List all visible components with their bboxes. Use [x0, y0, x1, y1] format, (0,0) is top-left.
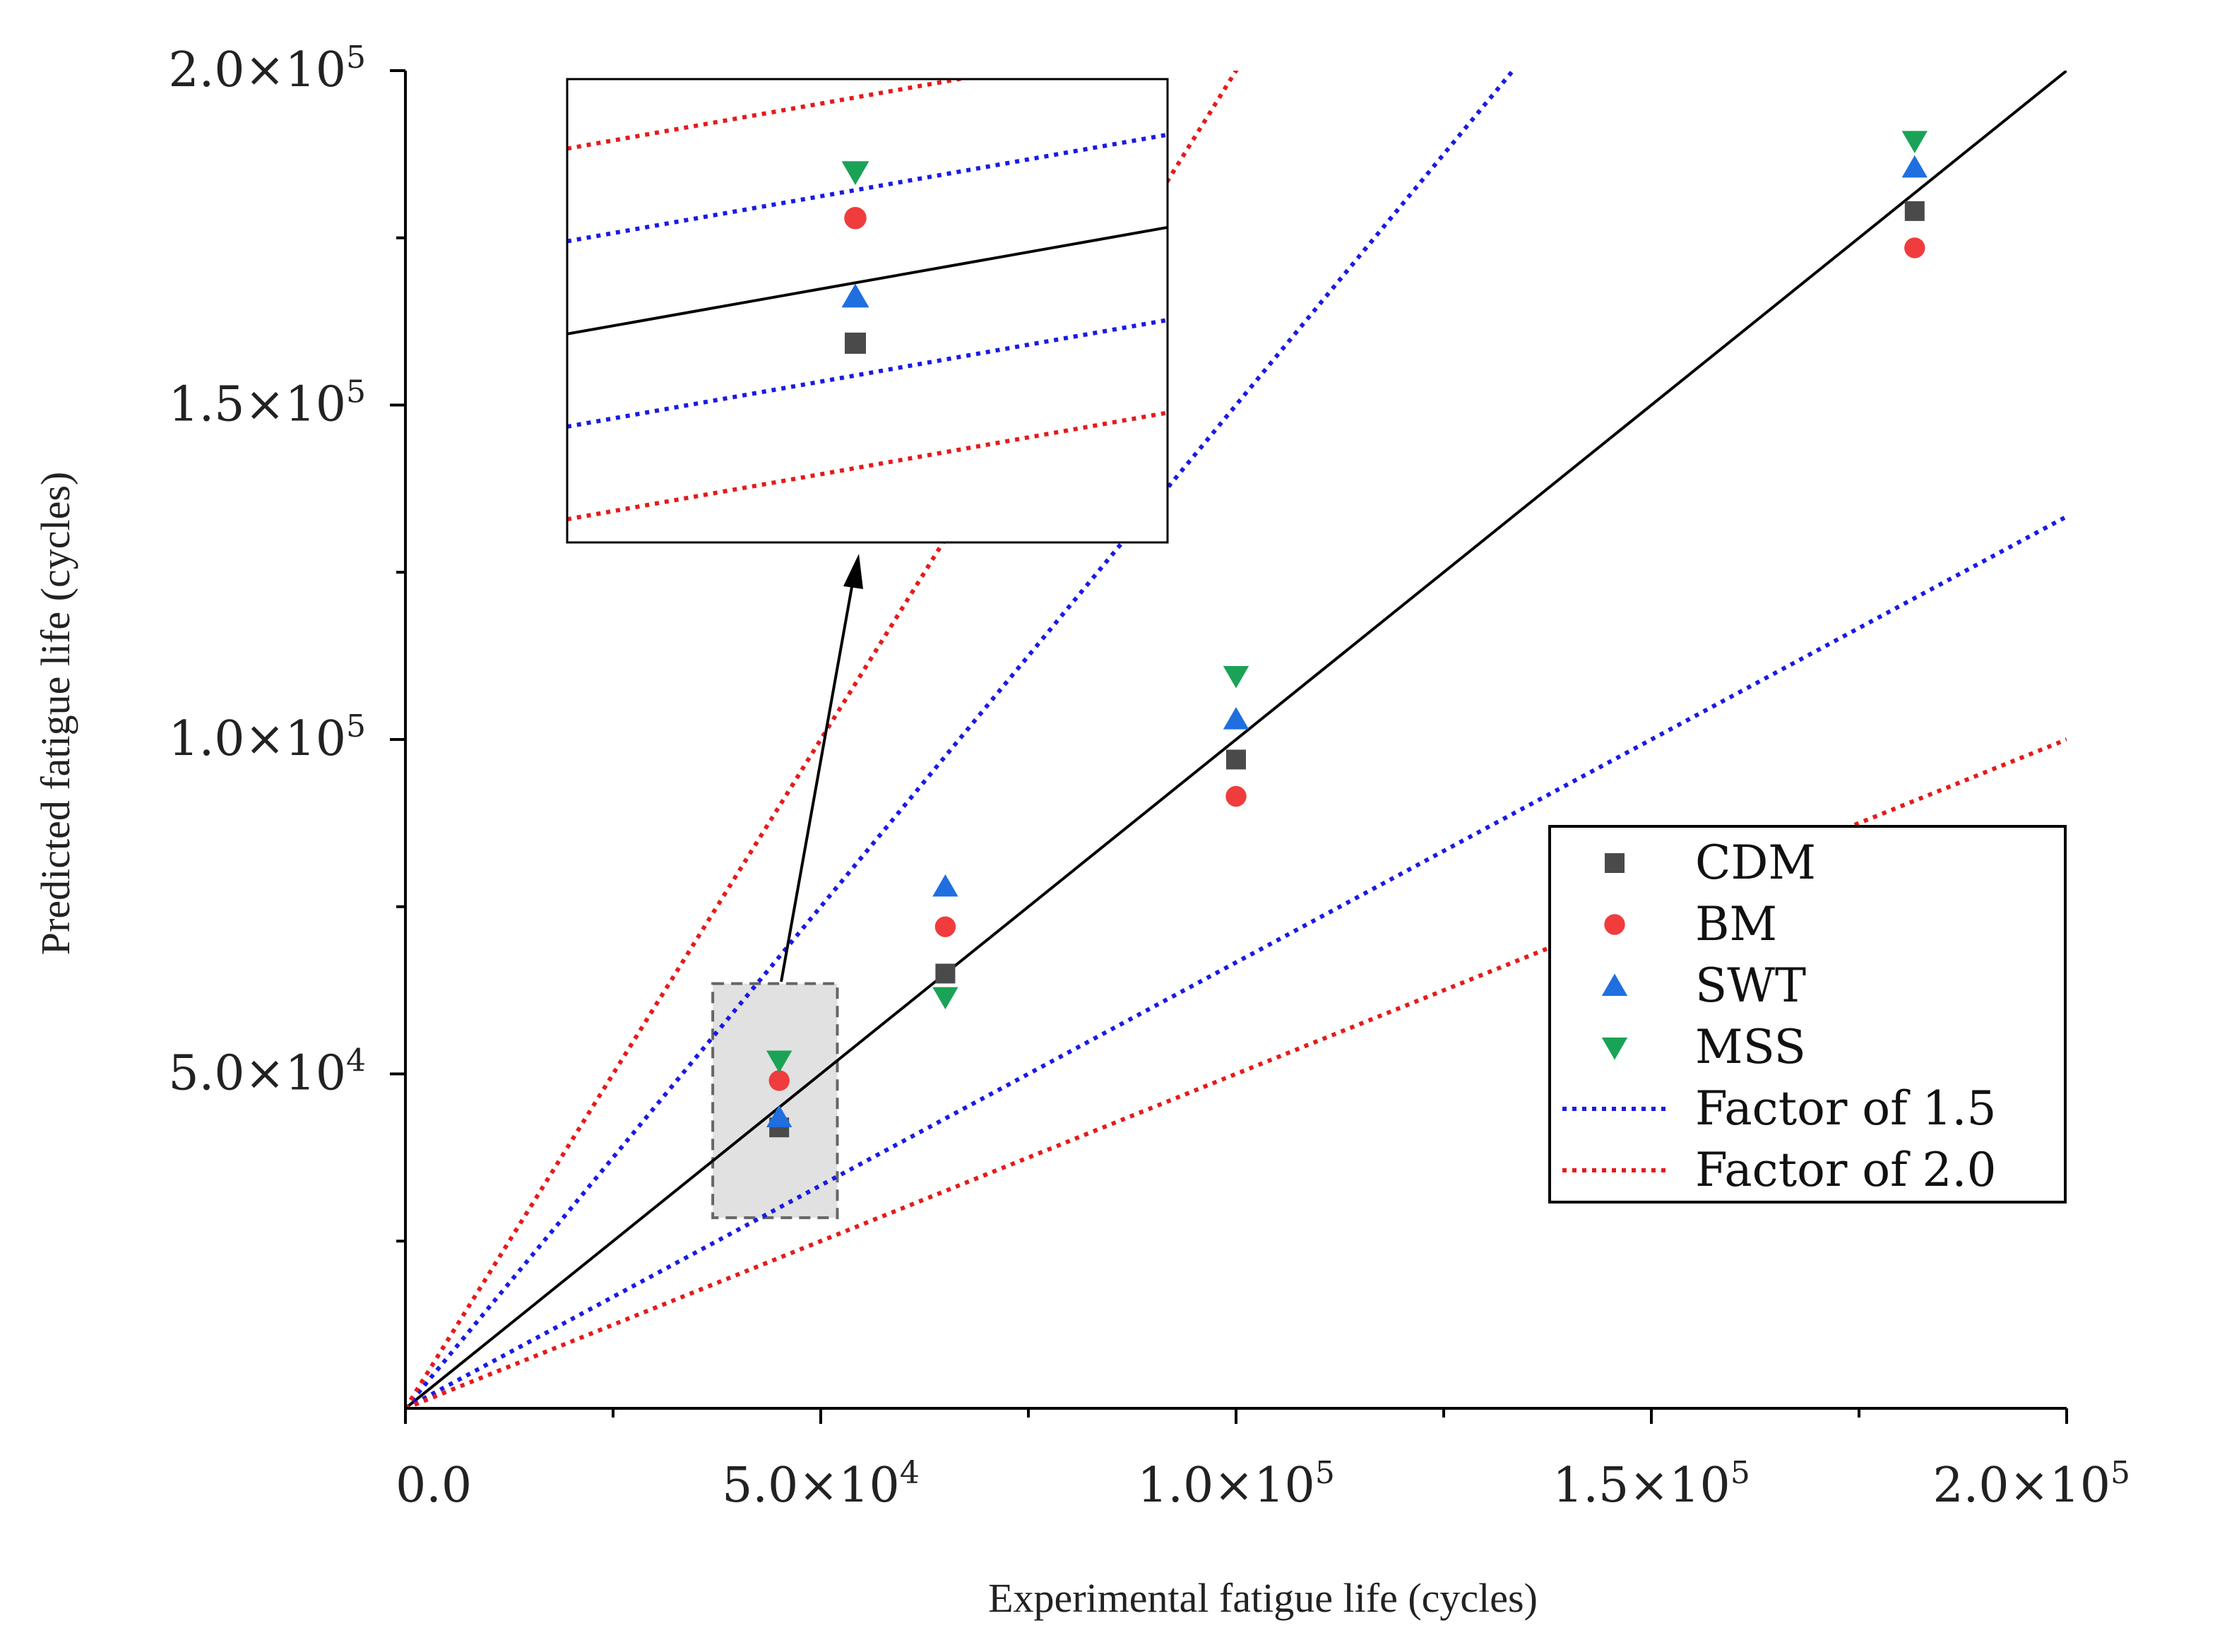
- inset-reference-line: [567, 318, 1168, 429]
- inset-reference-line: [567, 410, 1168, 522]
- data-point-mss: [766, 1050, 792, 1074]
- data-point-mss: [1901, 131, 1928, 153]
- y-tick-label: 1.0×105: [168, 708, 366, 767]
- legend-label: MSS: [1695, 1020, 1806, 1074]
- data-point-cdm: [1226, 749, 1246, 770]
- inset-reference-line: [567, 132, 1168, 244]
- inset-data-point: [845, 332, 866, 354]
- inset-data-point: [844, 207, 867, 230]
- inset-background: [567, 79, 1168, 542]
- legend-box: [1548, 825, 2067, 1204]
- legend-symbol-swt: [1601, 973, 1628, 996]
- data-point-cdm: [1904, 201, 1925, 221]
- legend-label: Factor of 2.0: [1695, 1143, 1997, 1197]
- x-tick-label: 2.0×105: [1932, 1455, 2130, 1514]
- reference-line-factor-of-1-5-lower: [405, 514, 2067, 1408]
- data-point-bm: [934, 916, 956, 937]
- data-point-bm: [1225, 785, 1247, 807]
- inset-data-point: [841, 283, 869, 308]
- zoom-arrow-head: [843, 554, 863, 589]
- reference-line-factor-of-2-0-lower: [405, 737, 2067, 1408]
- y-tick-label: 5.0×104: [168, 1043, 366, 1102]
- zoom-arrow-line: [780, 578, 855, 982]
- legend-label: CDM: [1695, 836, 1816, 890]
- legend-symbol-cdm: [1605, 853, 1625, 873]
- data-point-swt: [1223, 707, 1249, 730]
- zoom-region-box: [711, 982, 839, 1220]
- data-point-mss: [932, 987, 958, 1010]
- y-tick-label: 2.0×105: [168, 40, 366, 98]
- x-tick-label: 1.5×105: [1552, 1455, 1750, 1514]
- data-point-cdm: [935, 963, 956, 984]
- legend-label: Factor of 1.5: [1695, 1081, 1997, 1136]
- inset-reference-line: [567, 79, 971, 151]
- x-tick-label: 0.0: [396, 1458, 472, 1514]
- legend-symbol-bm: [1604, 914, 1625, 935]
- inset-reference-line: [567, 225, 1168, 335]
- legend-symbol-mss: [1601, 1038, 1628, 1060]
- reference-line-factor-of-2-0-upper: [405, 71, 1239, 1408]
- data-point-bm: [768, 1070, 790, 1091]
- legend-label: SWT: [1695, 958, 1806, 1013]
- data-point-swt: [932, 874, 958, 897]
- inset-data-point: [841, 161, 869, 185]
- y-tick-label: 1.5×105: [168, 374, 366, 433]
- data-point-mss: [1223, 666, 1249, 689]
- inset-plot: [567, 79, 1168, 522]
- x-tick-label: 1.0×105: [1137, 1455, 1335, 1514]
- y-axis-title: Predicted fatigue life (cycles): [32, 472, 78, 955]
- x-axis-title: Experimental fatigue life (cycles): [988, 1575, 1538, 1621]
- legend-label: BM: [1695, 897, 1777, 951]
- data-point-bm: [1904, 237, 1925, 259]
- inset-border: [566, 78, 1169, 544]
- data-point-swt: [766, 1105, 792, 1128]
- reference-line-perfect-correlation: [405, 71, 2067, 1408]
- x-tick-label: 5.0×104: [722, 1455, 920, 1514]
- data-point-swt: [1901, 155, 1928, 178]
